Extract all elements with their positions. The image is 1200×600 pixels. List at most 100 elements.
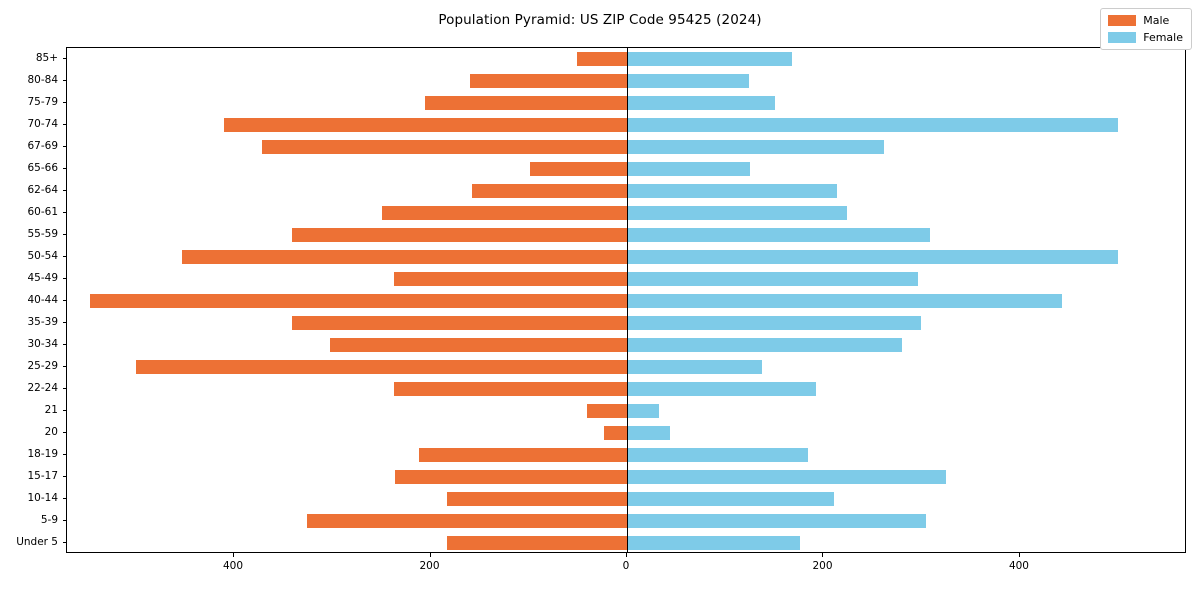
- bar-female[interactable]: [627, 184, 838, 198]
- bar-male[interactable]: [529, 162, 627, 176]
- x-tick-label: 200: [419, 560, 440, 572]
- plot-area: [66, 47, 1186, 553]
- bar-row: [67, 162, 1185, 176]
- bar-male[interactable]: [471, 184, 627, 198]
- bar-female[interactable]: [627, 52, 793, 66]
- y-tick-mark: [62, 542, 66, 543]
- y-tick-mark: [62, 146, 66, 147]
- bar-row: [67, 448, 1185, 462]
- bar-male[interactable]: [394, 382, 627, 396]
- bar-male[interactable]: [382, 206, 627, 220]
- bar-male[interactable]: [330, 338, 627, 352]
- bar-female[interactable]: [627, 404, 660, 418]
- bar-female[interactable]: [627, 382, 816, 396]
- bar-male[interactable]: [306, 514, 627, 528]
- bar-female[interactable]: [627, 294, 1063, 308]
- x-tick-label: 400: [1008, 560, 1029, 572]
- bar-female[interactable]: [627, 426, 671, 440]
- bar-row: [67, 338, 1185, 352]
- bar-female[interactable]: [627, 162, 750, 176]
- bar-female[interactable]: [627, 118, 1119, 132]
- bar-male[interactable]: [576, 52, 627, 66]
- legend-entry[interactable]: Male: [1108, 14, 1183, 27]
- bar-male[interactable]: [224, 118, 627, 132]
- bar-male[interactable]: [418, 448, 627, 462]
- bar-female[interactable]: [627, 514, 926, 528]
- y-tick-label: 40-44: [27, 294, 58, 306]
- bar-male[interactable]: [586, 404, 627, 418]
- y-tick-label: 55-59: [27, 228, 58, 240]
- bar-row: [67, 426, 1185, 440]
- x-tick-mark: [1018, 553, 1020, 557]
- bar-row: [67, 250, 1185, 264]
- x-tick-label: 200: [812, 560, 833, 572]
- bar-row: [67, 272, 1185, 286]
- bar-male[interactable]: [261, 140, 627, 154]
- bar-male[interactable]: [181, 250, 627, 264]
- y-tick-mark: [62, 322, 66, 323]
- zero-axis-line: [627, 48, 628, 552]
- y-tick-label: 80-84: [27, 74, 58, 86]
- bar-female[interactable]: [627, 272, 918, 286]
- bar-row: [67, 360, 1185, 374]
- y-tick-label: 22-24: [27, 382, 58, 394]
- bar-female[interactable]: [627, 140, 885, 154]
- y-tick-mark: [62, 520, 66, 521]
- bar-male[interactable]: [135, 360, 627, 374]
- bar-female[interactable]: [627, 536, 800, 550]
- chart-legend: Male Female: [1100, 8, 1192, 50]
- bar-male[interactable]: [394, 272, 627, 286]
- legend-swatch: [1108, 15, 1137, 26]
- y-tick-label: 45-49: [27, 272, 58, 284]
- y-tick-mark: [62, 58, 66, 59]
- bar-female[interactable]: [627, 250, 1119, 264]
- bar-female[interactable]: [627, 316, 921, 330]
- bar-female[interactable]: [627, 206, 848, 220]
- bar-female[interactable]: [627, 228, 930, 242]
- y-tick-mark: [62, 454, 66, 455]
- y-tick-label: 50-54: [27, 250, 58, 262]
- bar-male[interactable]: [469, 74, 627, 88]
- bar-female[interactable]: [627, 448, 808, 462]
- bar-row: [67, 404, 1185, 418]
- y-tick-mark: [62, 366, 66, 367]
- y-tick-label: 75-79: [27, 96, 58, 108]
- y-tick-label: 15-17: [27, 470, 58, 482]
- bar-male[interactable]: [424, 96, 627, 110]
- bar-row: [67, 382, 1185, 396]
- y-tick-mark: [62, 234, 66, 235]
- bar-row: [67, 52, 1185, 66]
- bar-row: [67, 74, 1185, 88]
- bar-male[interactable]: [447, 536, 627, 550]
- bar-female[interactable]: [627, 74, 749, 88]
- bar-male[interactable]: [395, 470, 627, 484]
- bar-female[interactable]: [627, 96, 776, 110]
- bar-female[interactable]: [627, 338, 903, 352]
- bars-layer: [67, 48, 1185, 552]
- x-tick-label: 400: [222, 560, 244, 572]
- y-tick-label: 30-34: [27, 338, 58, 350]
- bar-female[interactable]: [627, 470, 947, 484]
- bar-female[interactable]: [627, 360, 762, 374]
- bar-male[interactable]: [89, 294, 627, 308]
- y-tick-label: 60-61: [27, 206, 58, 218]
- bar-male[interactable]: [604, 426, 627, 440]
- y-tick-label: 70-74: [27, 118, 58, 130]
- bar-male[interactable]: [291, 316, 627, 330]
- y-tick-label: 62-64: [27, 184, 58, 196]
- bar-male[interactable]: [447, 492, 627, 506]
- x-tick-mark: [233, 553, 235, 557]
- bar-row: [67, 316, 1185, 330]
- y-tick-label: Under 5: [16, 536, 58, 548]
- y-tick-label: 25-29: [27, 360, 58, 372]
- legend-label: Female: [1143, 31, 1183, 44]
- y-tick-mark: [62, 278, 66, 279]
- y-tick-label: 85+: [35, 52, 58, 64]
- y-tick-mark: [62, 168, 66, 169]
- bar-row: [67, 294, 1185, 308]
- bar-row: [67, 536, 1185, 550]
- legend-entry[interactable]: Female: [1108, 31, 1183, 44]
- y-tick-mark: [62, 190, 66, 191]
- bar-male[interactable]: [291, 228, 627, 242]
- bar-female[interactable]: [627, 492, 835, 506]
